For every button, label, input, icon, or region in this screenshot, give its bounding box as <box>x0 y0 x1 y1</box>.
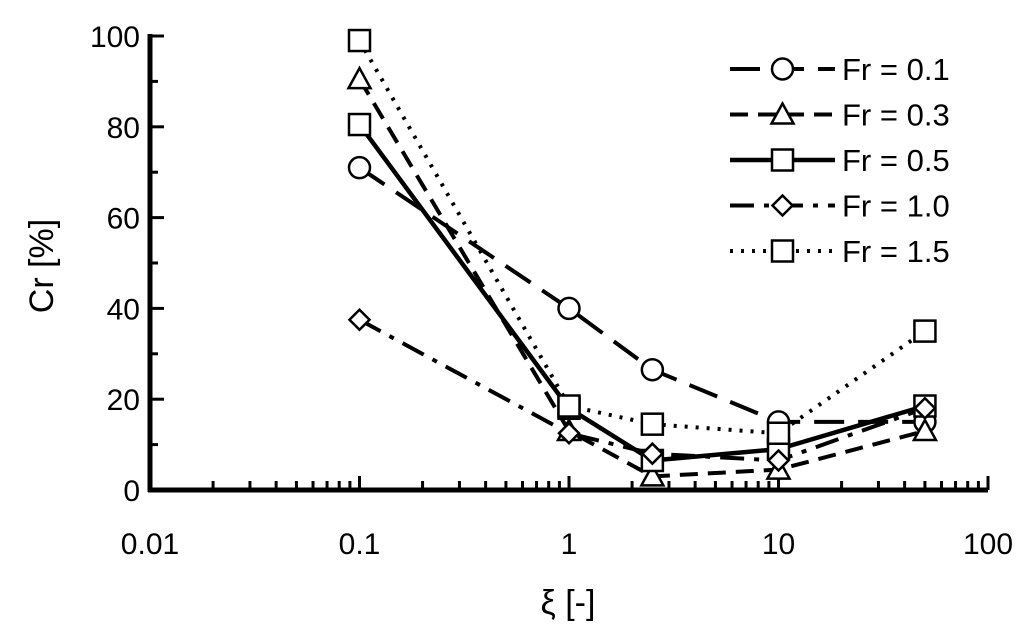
series-markers <box>346 28 939 487</box>
series-4-point <box>347 307 372 332</box>
series-1-point <box>557 296 581 321</box>
legend-label: Fr = 1.5 <box>842 234 950 269</box>
x-tick-label: 100 <box>963 528 1013 561</box>
series-4-point <box>557 421 581 446</box>
series-line-4 <box>358 318 926 463</box>
y-tick-label: 0 <box>123 475 140 508</box>
series-2-point <box>639 462 666 487</box>
y-tick-label: 60 <box>107 203 140 236</box>
axes <box>147 34 990 493</box>
series-5-point <box>347 28 372 53</box>
x-tick-label: 0.1 <box>339 528 381 561</box>
y-tick-label: 80 <box>107 112 140 145</box>
x-tick-label: 0.01 <box>121 528 179 561</box>
series-2-point <box>911 417 939 442</box>
series-4-point <box>913 396 937 421</box>
x-tick-label: 10 <box>762 528 795 561</box>
legend-label: Fr = 1.0 <box>842 189 950 224</box>
series-1-point <box>640 357 665 382</box>
legend-swatch-marker <box>769 100 796 125</box>
x-tick-label: 1 <box>561 528 578 561</box>
series-5-point <box>557 394 581 418</box>
series-4-point <box>766 448 791 473</box>
legend-label: Fr = 0.5 <box>842 143 950 178</box>
y-axis-title: Cr [%] <box>23 219 61 313</box>
legend-label: Fr = 0.1 <box>842 52 950 87</box>
tick-labels: 0.01 0.1 1 10 100 0 20 40 60 80 100 <box>90 21 1013 561</box>
y-tick-label: 100 <box>90 21 140 54</box>
legend-swatch-marker <box>770 239 795 263</box>
legend: Fr = 0.1 Fr = 0.3 Fr = 0.5 Fr = 1.0 Fr = 1.5 <box>730 52 950 269</box>
series-1-point <box>347 155 372 180</box>
series-2-point <box>346 65 373 90</box>
legend-label: Fr = 0.3 <box>842 98 950 133</box>
series-5-point <box>640 412 665 436</box>
series-5-point <box>766 421 791 445</box>
y-tick-label: 20 <box>107 384 140 417</box>
legend-swatch-marker <box>770 148 795 172</box>
y-tick-label: 40 <box>107 293 140 326</box>
series-5-point <box>913 319 937 343</box>
legend-swatch-marker <box>770 193 795 218</box>
legend-swatch-marker <box>770 57 795 81</box>
x-axis-title: ξ [-] <box>541 584 596 622</box>
series-4-point <box>640 441 665 466</box>
series-3-point <box>347 112 372 137</box>
